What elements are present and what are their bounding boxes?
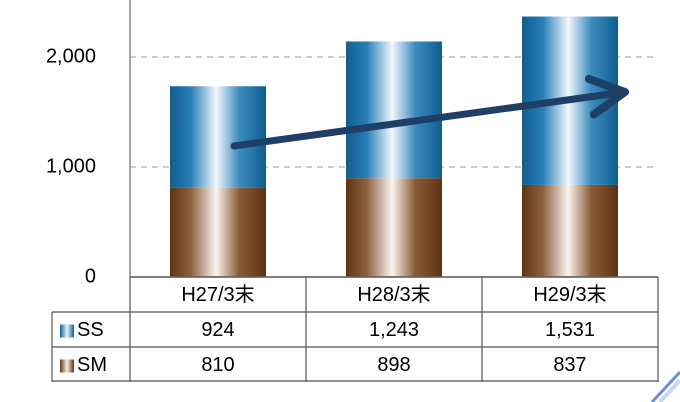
data-label: 810 [201,354,234,376]
y-tick-label: 2,000 [46,45,96,67]
trend-arrow [230,74,629,150]
legend-key-sm [60,359,74,373]
corner-decoration-shadow [658,378,680,402]
corner-decoration [650,370,680,402]
y-tick-label: 1,000 [46,155,96,177]
bar-ss [170,86,266,188]
legend-label: SM [77,354,107,376]
data-label: 1,243 [369,319,419,341]
bar-sm [170,187,266,277]
x-tick-label: H27/3末 [181,283,254,306]
data-label: 837 [553,354,586,376]
bar-ss [346,41,442,179]
x-tick-label: H28/3末 [357,283,430,306]
bar-sm [346,178,442,277]
legend-label: SS [77,319,104,341]
data-label: 898 [377,354,410,376]
x-tick-label: H29/3末 [533,283,606,306]
y-tick-label: 0 [85,265,96,287]
data-label: 924 [201,319,234,341]
data-label: 1,531 [545,319,595,341]
legend-key-ss [60,324,74,338]
bar-sm [522,184,618,277]
data-table: H27/3末 H28/3末 H29/3末 SS 924 1,243 1,531 SM 810 89… [51,276,659,382]
y-axis-ticks: 0 1,000 2,000 [46,45,96,287]
